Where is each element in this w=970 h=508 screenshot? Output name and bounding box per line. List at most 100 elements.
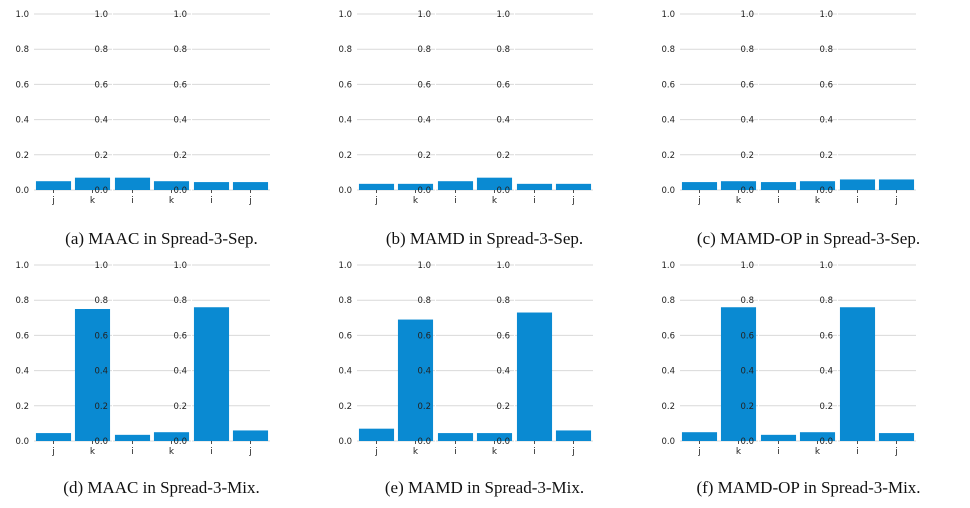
panel-b-sub2-ytick-label: 0.6	[417, 80, 431, 90]
panel-e-sub1-bar-k	[397, 319, 434, 441]
panel-f-sub2-xtick-label: i	[777, 447, 780, 457]
panel-e-sub3-xtick-label: j	[571, 447, 575, 457]
panel-b-sub2-xtick-label: k	[492, 196, 498, 206]
panel-a-sub3-ytick-label: 0.2	[173, 151, 187, 161]
panel-f-sub1-ytick-label: 0.4	[661, 367, 675, 377]
panel-d-sub2-ytick-label: 0.0	[94, 437, 108, 447]
panel-c-sub3-bar-i	[839, 179, 876, 190]
panel-d-sub1-bar-j	[35, 433, 72, 441]
panel-a-sub2-ytick-label: 0.2	[94, 151, 108, 161]
panel-c-sub2-ytick-label: 0.2	[740, 151, 754, 161]
panel-f-sub1-xtick-label: k	[736, 447, 742, 457]
panel-c-sub1-bar-j	[681, 182, 718, 190]
panel-d-sub2-ytick-label: 0.6	[94, 331, 108, 341]
panel-a-sub3-xtick-label: j	[248, 196, 252, 206]
panel-b-sub2-bar-k	[476, 177, 513, 190]
panel-a-sub1-ytick-label: 0.4	[15, 116, 29, 126]
panel-b-sub1-ytick-label: 0.8	[338, 45, 352, 55]
panel-f-sub3-ytick-label: 0.4	[819, 367, 833, 377]
panel-d-sub3-xtick-label: j	[248, 447, 252, 457]
panel-d-sub1-ytick-label: 0.0	[15, 437, 29, 447]
panel-e-sub3-xtick-label: i	[533, 447, 536, 457]
panel-b-sub1-ytick-label: 0.6	[338, 80, 352, 90]
panel-b-sub3-ytick-label: 0.4	[496, 116, 510, 126]
panel-e-sub1-ytick-label: 0.8	[338, 296, 352, 306]
caption-a: (a) MAAC in Spread-3-Sep.	[65, 229, 258, 248]
panel-b-sub2-ytick-label: 0.8	[417, 45, 431, 55]
panel-c-sub2-bar-i	[760, 182, 797, 190]
panel-e-sub3-ytick-label: 1.0	[496, 261, 510, 271]
panel-b-sub3-ytick-label: 0.0	[496, 186, 510, 196]
panel-a-sub2-ytick-label: 0.0	[94, 186, 108, 196]
panel-e-sub3-ytick-label: 0.6	[496, 331, 510, 341]
panel-a-sub2-ytick-label: 0.6	[94, 80, 108, 90]
panel-c-sub1-ytick-label: 0.8	[661, 45, 675, 55]
panel-c-sub2-ytick-label: 0.6	[740, 80, 754, 90]
panel-e-sub1-ytick-label: 0.6	[338, 331, 352, 341]
panel-a-sub1-ytick-label: 0.2	[15, 151, 29, 161]
panel-a-sub1-ytick-label: 1.0	[15, 10, 29, 20]
panel-c-sub3-ytick-label: 0.6	[819, 80, 833, 90]
panel-d-sub2-bar-i	[114, 434, 151, 441]
panel-d-sub1-ytick-label: 0.8	[15, 296, 29, 306]
panel-c-sub3-bar-j	[878, 179, 915, 190]
panel-c-sub1-ytick-label: 0.2	[661, 151, 675, 161]
panel-c-sub1-bar-k	[720, 181, 757, 190]
panel-f-sub3-xtick-label: i	[856, 447, 859, 457]
panel-b-sub3-ytick-label: 0.8	[496, 45, 510, 55]
panel-f-sub2-ytick-label: 0.6	[740, 331, 754, 341]
panel-d-sub2-ytick-label: 0.2	[94, 402, 108, 412]
panel-e-sub3-ytick-label: 0.0	[496, 437, 510, 447]
panel-f-sub2-bar-k	[799, 432, 836, 441]
panel-e-sub1-ytick-label: 1.0	[338, 261, 352, 271]
panel-a-sub3-ytick-label: 0.4	[173, 116, 187, 126]
panel-c-sub1-xtick-label: j	[697, 196, 701, 206]
panel-e-sub1-bar-j	[358, 428, 395, 441]
panel-a-sub1-bar-j	[35, 181, 72, 190]
panel-f-sub2-bar-i	[760, 434, 797, 441]
panel-e-sub3-ytick-label: 0.8	[496, 296, 510, 306]
panel-a-sub2-ytick-label: 0.8	[94, 45, 108, 55]
panel-b-sub1-bar-j	[358, 183, 395, 190]
panel-d-sub3-ytick-label: 0.0	[173, 437, 187, 447]
panel-d-sub3-xtick-label: i	[210, 447, 213, 457]
panel-a-sub3-bar-j	[232, 182, 269, 190]
panel-d-sub2-bar-k	[153, 432, 190, 441]
panel-e-sub3-bar-j	[555, 430, 592, 441]
panel-d-sub2-ytick-label: 0.8	[94, 296, 108, 306]
panel-c-sub1-ytick-label: 0.4	[661, 116, 675, 126]
panel-d-sub3-ytick-label: 0.4	[173, 367, 187, 377]
caption-c: (c) MAMD-OP in Spread-3-Sep.	[696, 229, 921, 248]
panel-c-sub2-ytick-label: 1.0	[740, 10, 754, 20]
panel-d-sub3-bar-j	[232, 430, 269, 441]
panel-d-sub3-ytick-label: 0.2	[173, 402, 187, 412]
panel-e-sub2-ytick-label: 1.0	[417, 261, 431, 271]
panel-f-sub1-ytick-label: 0.6	[661, 331, 675, 341]
panel-c-sub2-ytick-label: 0.0	[740, 186, 754, 196]
panel-c-sub1-ytick-label: 0.6	[661, 80, 675, 90]
panel-a-sub2-ytick-label: 1.0	[94, 10, 108, 20]
panel-c-sub3-ytick-label: 0.2	[819, 151, 833, 161]
panel-b-sub3-bar-i	[516, 183, 553, 190]
panel-e-sub2-ytick-label: 0.6	[417, 331, 431, 341]
panel-f-sub3-bar-j	[878, 433, 915, 441]
panel-c-sub1-ytick-label: 0.0	[661, 186, 675, 196]
panel-e-sub2-ytick-label: 0.8	[417, 296, 431, 306]
panel-f-sub2-ytick-label: 0.0	[740, 437, 754, 447]
panel-c-sub1-xtick-label: k	[736, 196, 742, 206]
panel-a-sub2-ytick-label: 0.4	[94, 116, 108, 126]
panel-e-sub1-ytick-label: 0.4	[338, 367, 352, 377]
panel-d-sub3-bar-i	[193, 307, 230, 441]
panel-a-sub3-ytick-label: 1.0	[173, 10, 187, 20]
panel-a-sub3-ytick-label: 0.8	[173, 45, 187, 55]
panel-b-sub3-xtick-label: j	[571, 196, 575, 206]
panel-c-sub1-ytick-label: 1.0	[661, 10, 675, 20]
panel-a-sub3-ytick-label: 0.6	[173, 80, 187, 90]
panel-a-sub1-xtick-label: j	[51, 196, 55, 206]
panel-f-sub1-ytick-label: 0.0	[661, 437, 675, 447]
panel-f-sub1-ytick-label: 0.2	[661, 402, 675, 412]
panel-f-sub2-ytick-label: 1.0	[740, 261, 754, 271]
panel-b-sub2-bar-i	[437, 181, 474, 190]
